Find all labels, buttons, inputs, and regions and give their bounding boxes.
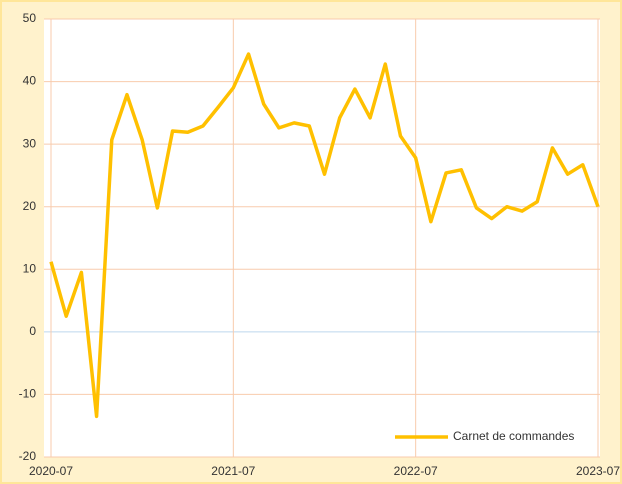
line: [49, 52, 600, 419]
x-tick-label: 2022-07: [394, 464, 438, 478]
legend-label: Carnet de commandes: [453, 429, 574, 443]
x-tick-label: 2023-07: [576, 464, 620, 478]
plot-area: [44, 19, 600, 457]
x-tick-label: 2021-07: [211, 464, 255, 478]
y-tick-label: -20: [19, 449, 37, 463]
y-tick-label: 30: [23, 136, 37, 150]
y-tick-label: 0: [29, 324, 36, 338]
y-tick-label: 40: [23, 74, 37, 88]
x-tick-label: 2020-07: [29, 464, 73, 478]
y-tick-label: 20: [23, 199, 37, 213]
y-tick-label: 50: [23, 11, 37, 25]
y-tick-label: -10: [19, 387, 37, 401]
y-tick-label: 10: [23, 261, 37, 275]
